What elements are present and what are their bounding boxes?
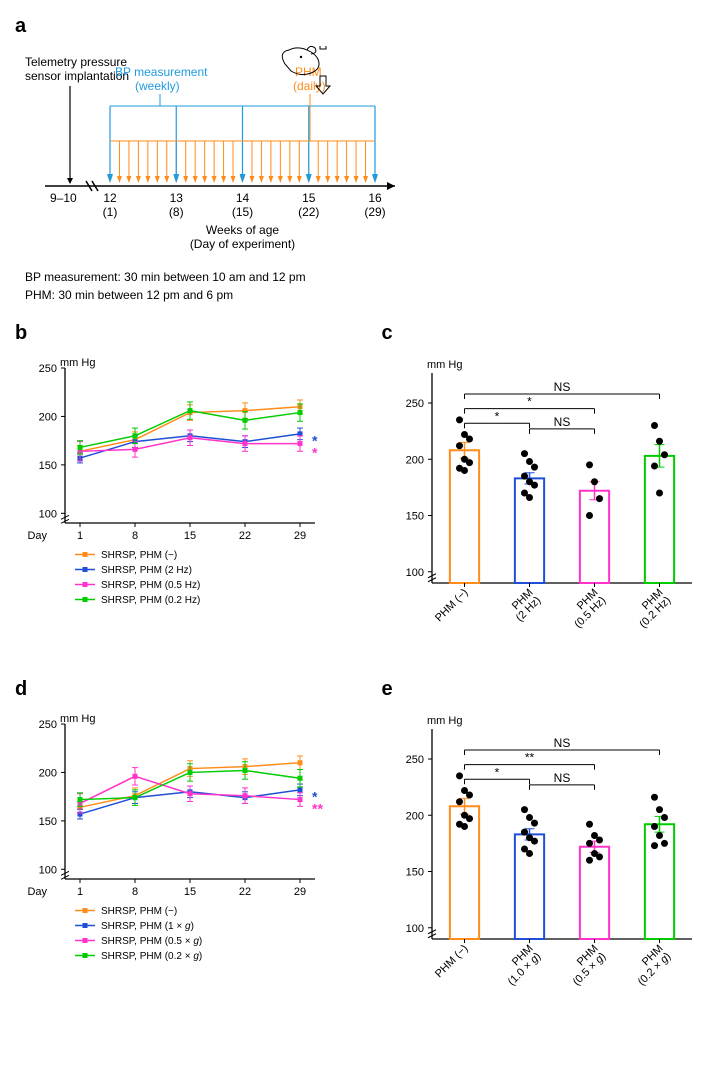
svg-text:250: 250 xyxy=(39,363,57,375)
line-chart-b: 100150200250mm Hg18152229Day**SHRSP, PHM… xyxy=(15,353,335,633)
svg-text:150: 150 xyxy=(405,867,423,879)
panel-label-c: c xyxy=(382,322,709,345)
svg-text:sensor implantation: sensor implantation xyxy=(25,69,129,83)
svg-text:200: 200 xyxy=(405,810,423,822)
svg-text:NS: NS xyxy=(553,771,570,785)
svg-text:SHRSP, PHM (−): SHRSP, PHM (−) xyxy=(101,550,177,561)
panel-d: d 100150200250mm Hg18152229Day***SHRSP, … xyxy=(15,678,342,1014)
panel-label-d: d xyxy=(15,678,342,701)
svg-text:**: ** xyxy=(312,801,323,817)
panel-label-b: b xyxy=(15,322,342,345)
svg-text:(8): (8) xyxy=(169,205,184,219)
line-chart-d: 100150200250mm Hg18152229Day***SHRSP, PH… xyxy=(15,709,335,989)
svg-text:1: 1 xyxy=(77,886,83,898)
svg-text:SHRSP, PHM (0.2 × g): SHRSP, PHM (0.2 × g) xyxy=(101,951,202,962)
svg-text:(15): (15) xyxy=(232,205,253,219)
svg-text:22: 22 xyxy=(239,886,251,898)
panel-b: b 100150200250mm Hg18152229Day**SHRSP, P… xyxy=(15,322,342,658)
svg-text:SHRSP, PHM (2 Hz): SHRSP, PHM (2 Hz) xyxy=(101,565,192,576)
svg-text:PHM: PHM xyxy=(295,65,322,79)
svg-text:Telemetry pressure: Telemetry pressure xyxy=(25,55,127,69)
svg-text:SHRSP, PHM (−): SHRSP, PHM (−) xyxy=(101,906,177,917)
svg-text:mm Hg: mm Hg xyxy=(427,359,462,371)
svg-text:100: 100 xyxy=(405,923,423,935)
svg-text:Weeks of age: Weeks of age xyxy=(206,223,279,237)
svg-text:13: 13 xyxy=(170,191,184,205)
svg-text:mm Hg: mm Hg xyxy=(60,713,95,725)
svg-text:8: 8 xyxy=(132,886,138,898)
bar-chart-e: 100150200250mm HgPHM (−)PHM(1.0 × g)PHM(… xyxy=(382,709,702,1009)
svg-text:100: 100 xyxy=(39,508,57,520)
svg-text:1: 1 xyxy=(77,530,83,542)
svg-text:BP measurement: BP measurement xyxy=(115,65,208,79)
svg-text:SHRSP, PHM (0.5 Hz): SHRSP, PHM (0.5 Hz) xyxy=(101,580,200,591)
svg-text:250: 250 xyxy=(405,398,423,410)
timeline-diagram: Telemetry pressuresensor implantationBP … xyxy=(15,46,435,266)
svg-text:9–10: 9–10 xyxy=(50,191,77,205)
svg-text:PHM (−): PHM (−) xyxy=(432,587,470,625)
svg-text:22: 22 xyxy=(239,530,251,542)
svg-text:SHRSP, PHM (0.2 Hz): SHRSP, PHM (0.2 Hz) xyxy=(101,595,200,606)
svg-text:*: * xyxy=(494,409,499,423)
panel-label-e: e xyxy=(382,678,709,701)
svg-text:15: 15 xyxy=(184,530,196,542)
svg-text:100: 100 xyxy=(39,864,57,876)
panel-a-note2: PHM: 30 min between 12 pm and 6 pm xyxy=(25,288,708,302)
svg-text:**: ** xyxy=(524,751,534,765)
svg-text:12: 12 xyxy=(103,191,117,205)
row-de: d 100150200250mm Hg18152229Day***SHRSP, … xyxy=(15,678,708,1014)
svg-text:*: * xyxy=(494,765,499,779)
svg-text:Day: Day xyxy=(27,530,47,542)
svg-text:15: 15 xyxy=(302,191,316,205)
bar-chart-c: 100150200250mm HgPHM (−)PHM(2 Hz)PHM(0.5… xyxy=(382,353,702,653)
svg-text:Day: Day xyxy=(27,886,47,898)
svg-text:16: 16 xyxy=(368,191,382,205)
svg-text:(29): (29) xyxy=(364,205,385,219)
svg-text:200: 200 xyxy=(405,454,423,466)
svg-text:29: 29 xyxy=(294,886,306,898)
svg-text:mm Hg: mm Hg xyxy=(427,715,462,727)
svg-text:NS: NS xyxy=(553,380,570,394)
svg-text:(Day of experiment): (Day of experiment) xyxy=(190,237,295,251)
svg-text:15: 15 xyxy=(184,886,196,898)
row-bc: b 100150200250mm Hg18152229Day**SHRSP, P… xyxy=(15,322,708,658)
panel-label-a: a xyxy=(15,15,708,38)
svg-text:29: 29 xyxy=(294,530,306,542)
svg-text:(22): (22) xyxy=(298,205,319,219)
svg-text:NS: NS xyxy=(553,736,570,750)
svg-text:*: * xyxy=(312,445,318,461)
svg-text:150: 150 xyxy=(405,511,423,523)
svg-text:SHRSP, PHM (0.5 × g): SHRSP, PHM (0.5 × g) xyxy=(101,936,202,947)
svg-text:200: 200 xyxy=(39,767,57,779)
svg-text:SHRSP, PHM (1 × g): SHRSP, PHM (1 × g) xyxy=(101,921,194,932)
svg-text:*: * xyxy=(527,395,532,409)
svg-text:PHM (−): PHM (−) xyxy=(432,943,470,981)
svg-text:150: 150 xyxy=(39,460,57,472)
svg-text:(1): (1) xyxy=(103,205,118,219)
panel-e: e 100150200250mm HgPHM (−)PHM(1.0 × g)PH… xyxy=(382,678,709,1014)
panel-a-note1: BP measurement: 30 min between 10 am and… xyxy=(25,270,708,284)
svg-text:NS: NS xyxy=(553,415,570,429)
panel-a: a Telemetry pressuresensor implantationB… xyxy=(15,15,708,302)
svg-text:(weekly): (weekly) xyxy=(135,79,180,93)
svg-text:150: 150 xyxy=(39,816,57,828)
svg-text:mm Hg: mm Hg xyxy=(60,357,95,369)
panel-c: c 100150200250mm HgPHM (−)PHM(2 Hz)PHM(0… xyxy=(382,322,709,658)
svg-text:100: 100 xyxy=(405,567,423,579)
svg-text:250: 250 xyxy=(405,754,423,766)
svg-text:250: 250 xyxy=(39,719,57,731)
svg-text:8: 8 xyxy=(132,530,138,542)
svg-text:14: 14 xyxy=(236,191,250,205)
svg-text:200: 200 xyxy=(39,411,57,423)
